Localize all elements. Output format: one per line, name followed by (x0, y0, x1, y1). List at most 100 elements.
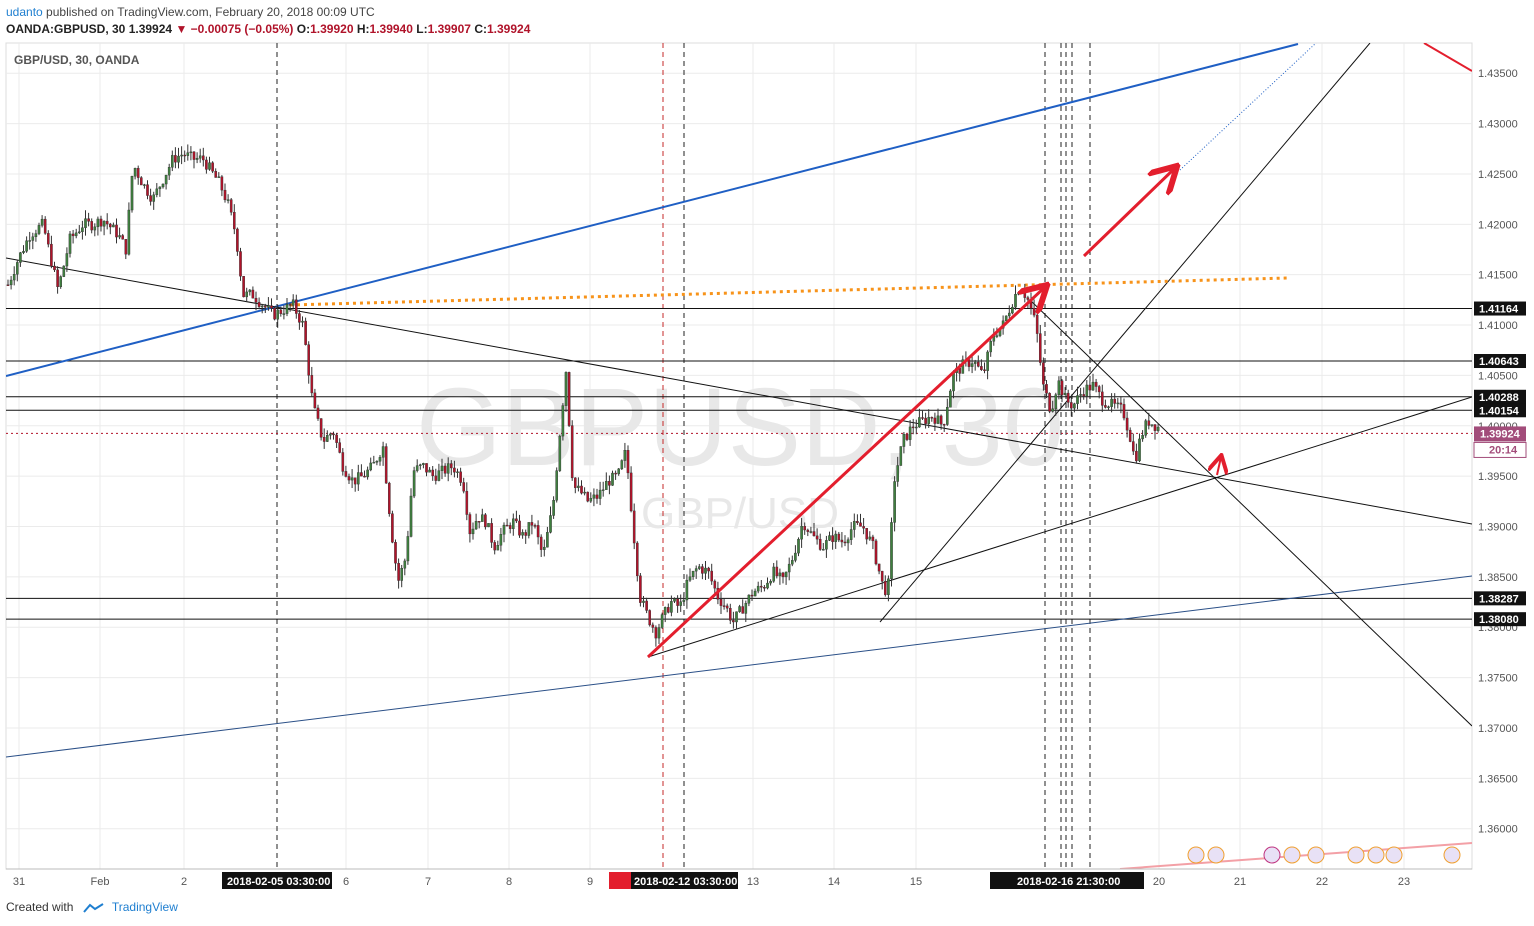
candle-body[interactable] (363, 475, 366, 478)
us-flag-icon[interactable] (1443, 846, 1461, 864)
candle-body[interactable] (927, 417, 930, 424)
candle-body[interactable] (22, 251, 25, 253)
candle-body[interactable] (775, 566, 779, 577)
candle-body[interactable] (105, 220, 109, 225)
candle-body[interactable] (533, 525, 537, 527)
candle-body[interactable] (1085, 384, 1089, 397)
candle-body[interactable] (214, 171, 218, 178)
candle-body[interactable] (285, 304, 289, 314)
candle-body[interactable] (260, 305, 264, 308)
candle-body[interactable] (586, 491, 589, 502)
candle-body[interactable] (295, 299, 298, 314)
candle-body[interactable] (1107, 406, 1110, 408)
candle-body[interactable] (1079, 394, 1082, 396)
us-flag-icon[interactable] (1283, 846, 1301, 864)
candle-body[interactable] (71, 233, 75, 237)
candle-body[interactable] (1153, 424, 1157, 431)
candle-body[interactable] (484, 514, 487, 528)
candle-body[interactable] (431, 469, 435, 477)
candle-body[interactable] (124, 239, 128, 255)
candle-body[interactable] (639, 575, 642, 603)
candle-body[interactable] (322, 437, 326, 442)
candle-body[interactable] (608, 481, 611, 486)
candle-body[interactable] (1008, 312, 1011, 317)
candle-body[interactable] (307, 344, 311, 376)
candle-body[interactable] (1104, 405, 1107, 408)
candle-body[interactable] (161, 183, 165, 188)
candle-body[interactable] (570, 425, 574, 479)
candle-body[interactable] (825, 540, 828, 550)
candle-body[interactable] (257, 302, 261, 307)
candle-body[interactable] (921, 417, 924, 419)
candle-body[interactable] (893, 481, 896, 523)
candle-body[interactable] (877, 563, 881, 572)
candle-body[interactable] (626, 450, 630, 474)
candle-body[interactable] (663, 607, 667, 615)
us-flag-icon[interactable] (1367, 846, 1385, 864)
candle-body[interactable] (719, 599, 723, 606)
candle-body[interactable] (812, 531, 816, 537)
us-flag-icon[interactable] (1207, 846, 1225, 864)
candle-body[interactable] (527, 522, 531, 536)
tradingview-brand-link[interactable]: TradingView (111, 900, 178, 914)
candle-body[interactable] (574, 477, 577, 488)
candle-body[interactable] (37, 225, 41, 234)
candle-body[interactable] (778, 572, 782, 577)
candle-body[interactable] (192, 151, 196, 160)
candle-body[interactable] (698, 566, 701, 569)
candle-body[interactable] (409, 495, 413, 537)
candle-body[interactable] (763, 587, 766, 589)
candle-body[interactable] (74, 232, 78, 237)
candle-body[interactable] (1150, 424, 1154, 426)
candle-body[interactable] (654, 627, 658, 639)
candle-body[interactable] (710, 570, 713, 582)
candle-body[interactable] (629, 472, 633, 512)
candle-body[interactable] (636, 542, 639, 577)
candle-body[interactable] (127, 209, 131, 255)
candle-body[interactable] (1045, 384, 1048, 394)
candle-body[interactable] (1048, 393, 1051, 412)
candle-body[interactable] (99, 218, 103, 227)
candle-body[interactable] (1116, 402, 1120, 405)
candle-body[interactable] (756, 585, 760, 592)
candle-body[interactable] (905, 434, 909, 440)
candle-body[interactable] (880, 570, 884, 582)
candle-body[interactable] (450, 463, 453, 469)
candle-body[interactable] (174, 155, 177, 163)
candle-body[interactable] (422, 463, 425, 465)
candles[interactable] (6, 144, 1160, 647)
candle-body[interactable] (319, 418, 323, 438)
candle-body[interactable] (707, 567, 710, 572)
candle-body[interactable] (425, 463, 428, 473)
candle-body[interactable] (995, 335, 999, 337)
candle-body[interactable] (474, 521, 478, 530)
candle-body[interactable] (902, 434, 906, 447)
candle-body[interactable] (201, 155, 205, 161)
candle-body[interactable] (341, 452, 345, 472)
candle-body[interactable] (183, 154, 187, 157)
candle-body[interactable] (143, 184, 146, 186)
candle-body[interactable] (884, 581, 887, 595)
candle-body[interactable] (31, 236, 35, 241)
candle-body[interactable] (899, 446, 903, 466)
candle-body[interactable] (481, 514, 484, 522)
candle-body[interactable] (1113, 398, 1116, 404)
candle-body[interactable] (1076, 395, 1079, 404)
candle-body[interactable] (546, 532, 549, 548)
candle-body[interactable] (815, 535, 819, 540)
candle-body[interactable] (1073, 403, 1076, 409)
candle-body[interactable] (391, 513, 394, 543)
candle-body[interactable] (62, 265, 66, 277)
candle-body[interactable] (679, 601, 682, 606)
candle-body[interactable] (617, 468, 620, 475)
candle-body[interactable] (1125, 417, 1129, 431)
candle-body[interactable] (518, 520, 521, 536)
candle-body[interactable] (282, 313, 286, 315)
candle-body[interactable] (189, 151, 193, 154)
candle-body[interactable] (446, 463, 450, 474)
candle-body[interactable] (632, 510, 636, 544)
candle-body[interactable] (415, 465, 419, 471)
horizontal-levels[interactable] (6, 308, 1472, 620)
candle-body[interactable] (223, 189, 227, 201)
candle-body[interactable] (667, 607, 670, 613)
